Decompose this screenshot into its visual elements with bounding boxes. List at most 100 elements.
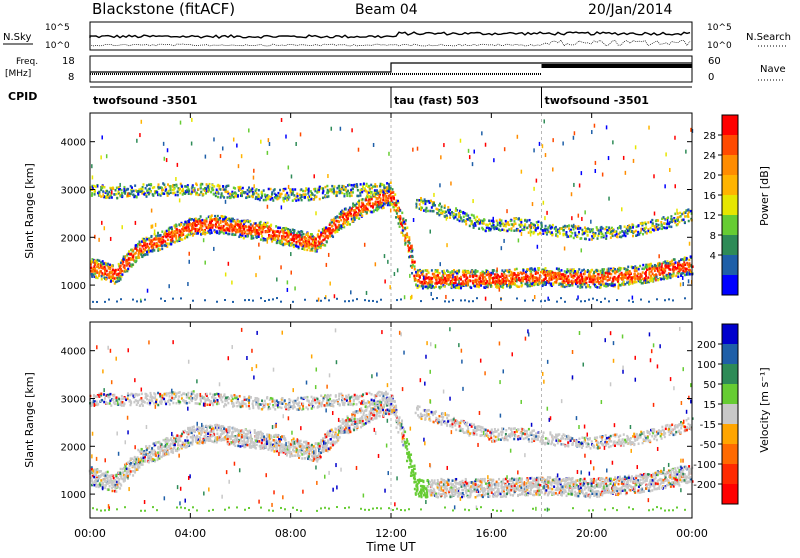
echo-cell: [624, 230, 626, 233]
echo-cell: [148, 183, 150, 186]
echo-cell: [460, 287, 462, 290]
echo-cell: [237, 223, 239, 226]
echo-cell: [359, 194, 361, 197]
echo-cell: [354, 204, 356, 207]
echo-cell: [246, 193, 248, 196]
echo-cell: [103, 186, 105, 189]
echo-cell: [177, 232, 179, 235]
echo-cell: [377, 208, 379, 211]
echo-cell: [449, 271, 451, 274]
echo-cell: [308, 238, 310, 241]
echo-cell: [495, 276, 497, 279]
sparse-echo-cell: [205, 155, 207, 159]
sparse-echo-cell: [104, 226, 106, 230]
sparse-echo-cell: [213, 137, 215, 141]
echo-cell: [458, 269, 460, 272]
echo-cell: [346, 195, 348, 198]
echo-cell: [392, 206, 394, 209]
sparse-echo-cell: [241, 154, 243, 158]
near-range-echo-cell: [604, 298, 606, 300]
echo-cell: [578, 268, 580, 271]
echo-cell: [270, 188, 272, 191]
sparse-echo-cell: [315, 211, 317, 215]
echo-cell: [393, 197, 395, 200]
sparse-echo-cell: [267, 151, 269, 155]
sparse-echo-cell: [147, 289, 149, 293]
echo-cell: [107, 471, 109, 474]
echo-cell: [420, 197, 422, 200]
sparse-echo-cell: [446, 217, 448, 221]
echo-cell: [565, 284, 567, 287]
echo-cell: [109, 485, 111, 488]
echo-cell: [161, 230, 163, 233]
echo-cell: [268, 195, 270, 198]
echo-cell: [625, 272, 627, 275]
echo-cell: [445, 211, 447, 214]
echo-cell: [580, 237, 582, 240]
near-range-echo-cell: [144, 299, 146, 301]
echo-cell: [134, 260, 136, 263]
echo-cell: [619, 267, 621, 270]
echo-cell: [362, 203, 364, 206]
echo-cell: [199, 230, 201, 233]
sparse-echo-cell: [573, 224, 575, 228]
echo-cell: [471, 214, 473, 217]
echo-cell: [94, 260, 96, 263]
echo-cell: [689, 269, 691, 272]
echo-cell: [218, 192, 220, 195]
near-range-echo-cell: [232, 301, 234, 303]
echo-cell: [292, 199, 294, 202]
echo-cell: [688, 220, 690, 223]
echo-cell: [333, 229, 335, 232]
echo-cell: [482, 228, 484, 231]
sparse-echo-cell: [204, 261, 206, 265]
sparse-echo-cell: [358, 148, 360, 152]
echo-cell: [210, 229, 212, 232]
echo-cell: [289, 188, 291, 191]
echo-cell: [129, 473, 131, 476]
echo-cell: [317, 247, 319, 250]
sparse-echo-cell: [280, 265, 282, 269]
echo-cell: [96, 471, 98, 474]
echo-cell: [519, 230, 521, 233]
echo-cell: [177, 194, 179, 197]
echo-cell: [368, 185, 370, 188]
sparse-echo-cell: [573, 183, 575, 187]
echo-cell: [567, 279, 569, 282]
echo-cell: [679, 212, 681, 215]
sparse-echo-cell: [394, 272, 396, 276]
sparse-echo-cell: [258, 243, 260, 247]
sparse-echo-cell: [312, 240, 314, 244]
echo-cell: [202, 193, 204, 196]
echo-cell: [490, 284, 492, 287]
echo-cell: [137, 192, 139, 195]
echo-cell: [642, 233, 644, 236]
echo-cell: [234, 233, 236, 236]
sparse-echo-cell: [669, 168, 671, 172]
echo-cell: [249, 220, 251, 223]
echo-cell: [607, 231, 609, 234]
echo-cell: [207, 226, 209, 229]
echo-cell: [680, 274, 682, 277]
sparse-echo-cell: [506, 209, 508, 213]
sparse-echo-cell: [664, 184, 666, 188]
echo-cell: [159, 248, 161, 251]
echo-cell: [505, 220, 507, 223]
echo-cell: [114, 269, 116, 272]
echo-cell: [227, 224, 229, 227]
echo-cell: [214, 215, 216, 218]
echo-cell: [398, 222, 400, 225]
echo-cell: [426, 269, 428, 272]
echo-cell: [506, 278, 508, 281]
echo-cell: [105, 471, 107, 474]
echo-cell: [453, 213, 455, 216]
echo-cell: [588, 238, 590, 241]
echo-cell: [542, 232, 544, 235]
colorbar-swatch: [722, 175, 738, 196]
echo-cell: [563, 280, 565, 283]
echo-cell: [655, 265, 657, 268]
echo-cell: [315, 238, 317, 241]
sparse-echo-cell: [127, 193, 129, 197]
echo-cell: [277, 227, 279, 230]
echo-cell: [636, 226, 638, 229]
